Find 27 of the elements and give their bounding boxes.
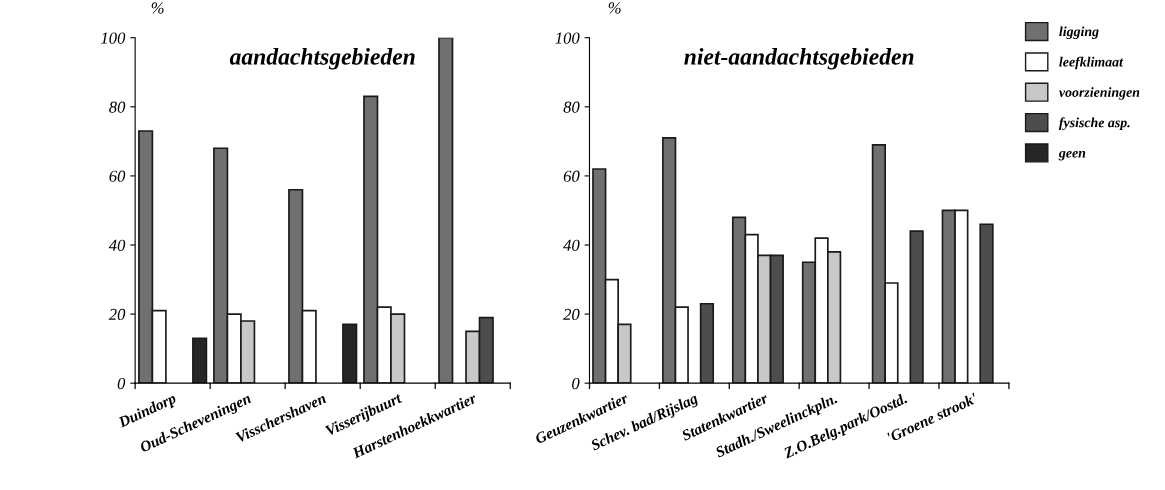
legend-label: fysische asp. — [1058, 117, 1130, 131]
y-tick-label: 80 — [109, 101, 126, 113]
y-axis-title: % — [608, 2, 621, 14]
y-tick-label: 40 — [563, 239, 580, 251]
legend-label: leefklimaat — [1059, 56, 1124, 70]
bar — [342, 323, 358, 384]
legend-label: voorzieningen — [1059, 87, 1140, 100]
y-tick-label: 20 — [108, 308, 126, 321]
y-tick-label: 40 — [108, 239, 126, 251]
y-tick-label: 100 — [555, 32, 580, 44]
y-tick-label: 60 — [109, 170, 126, 182]
y-tick-label: 60 — [563, 170, 580, 182]
bar — [909, 230, 924, 384]
y-tick-label: 100 — [101, 32, 126, 44]
chart-title: aandachtsgebieden — [229, 48, 415, 70]
chart-title: niet-aandachtsgebieden — [684, 48, 914, 70]
legend-label: geen — [1058, 150, 1086, 161]
legend-label: ligging — [1059, 26, 1099, 40]
bar — [438, 37, 454, 384]
y-axis-title: % — [151, 2, 164, 14]
bar — [699, 302, 715, 384]
bar — [979, 223, 994, 384]
y-tick-label: 20 — [563, 308, 580, 321]
bar — [192, 337, 208, 384]
y-tick-label: 0 — [117, 377, 126, 390]
y-tick-label: 80 — [563, 101, 580, 113]
y-tick-label: 0 — [572, 377, 580, 390]
